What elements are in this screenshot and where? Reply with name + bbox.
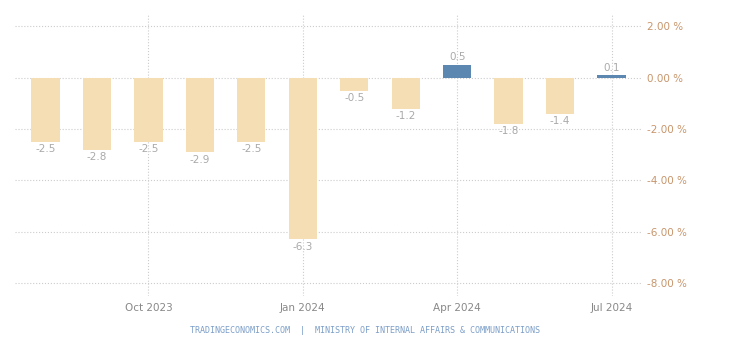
Text: -2.8: -2.8 [87,152,107,162]
Bar [546,78,575,114]
Text: -2.5: -2.5 [35,144,55,154]
Text: -2.5: -2.5 [241,144,261,154]
Bar [134,78,163,142]
Bar [443,65,472,78]
Text: -1.8: -1.8 [499,126,519,136]
Text: -1.2: -1.2 [396,111,416,121]
Text: -6.3: -6.3 [293,242,313,252]
Bar [237,78,266,142]
Text: -1.4: -1.4 [550,116,570,126]
Bar [288,78,317,239]
Bar [340,78,369,90]
Text: TRADINGECONOMICS.COM  |  MINISTRY OF INTERNAL AFFAIRS & COMMUNICATIONS: TRADINGECONOMICS.COM | MINISTRY OF INTER… [190,326,540,335]
Text: -2.9: -2.9 [190,155,210,165]
Bar [82,78,111,150]
Text: -0.5: -0.5 [344,93,364,103]
Bar [597,75,626,78]
Text: 0.5: 0.5 [449,52,466,62]
Text: 0.1: 0.1 [603,63,620,73]
Text: -2.5: -2.5 [138,144,158,154]
Bar [31,78,60,142]
Bar [494,78,523,124]
Bar [185,78,214,152]
Bar [391,78,420,108]
